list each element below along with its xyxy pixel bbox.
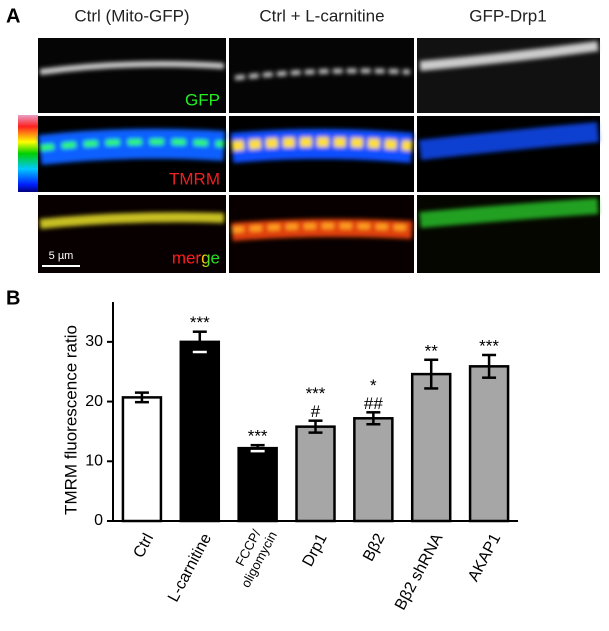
significance-label: *** [479,336,499,355]
row-label: TMRM [169,169,220,188]
x-tick-label: Drp1 [299,531,330,570]
x-tick-label: L-carnitine [165,531,215,605]
significance-label: *** [306,384,326,403]
micrographs [38,38,600,273]
x-tick-label: AKAP1 [465,531,504,585]
column-header: Ctrl + L-carnitine [259,6,384,25]
x-tick-label: Ctrl [130,531,157,561]
y-tick-label: 0 [94,512,103,529]
significance-label: ## [364,394,383,413]
x-tick-label: Bβ2 [360,531,389,564]
significance-label: * [370,376,377,395]
panel-label: A [6,5,20,27]
significance-label: # [311,402,321,421]
y-tick-label: 10 [85,453,103,470]
significance-label: *** [248,427,268,446]
column-header: GFP-Drp1 [469,6,546,25]
column-header: Ctrl (Mito-GFP) [74,6,189,25]
bar [468,365,510,523]
x-tick-label: FCCP/oligomycin [225,522,280,590]
scale-bar-label: 5 µm [49,250,74,262]
bar [121,396,163,523]
panel-label: B [6,287,20,309]
significance-label: ** [425,341,439,360]
bar [410,372,452,523]
color-scale [18,115,38,192]
x-tick-label: Bβ2 shRNA [392,531,447,613]
row-label: GFP [185,90,220,109]
y-tick-label: 20 [85,393,103,410]
bar [179,340,221,523]
bar [353,417,394,523]
significance-label: *** [190,313,210,332]
y-axis-label: TMRM fluorescence ratio [61,325,80,515]
bar [237,446,278,523]
bar [295,425,336,523]
y-tick-label: 30 [85,333,103,350]
row-label: merge [172,248,220,267]
